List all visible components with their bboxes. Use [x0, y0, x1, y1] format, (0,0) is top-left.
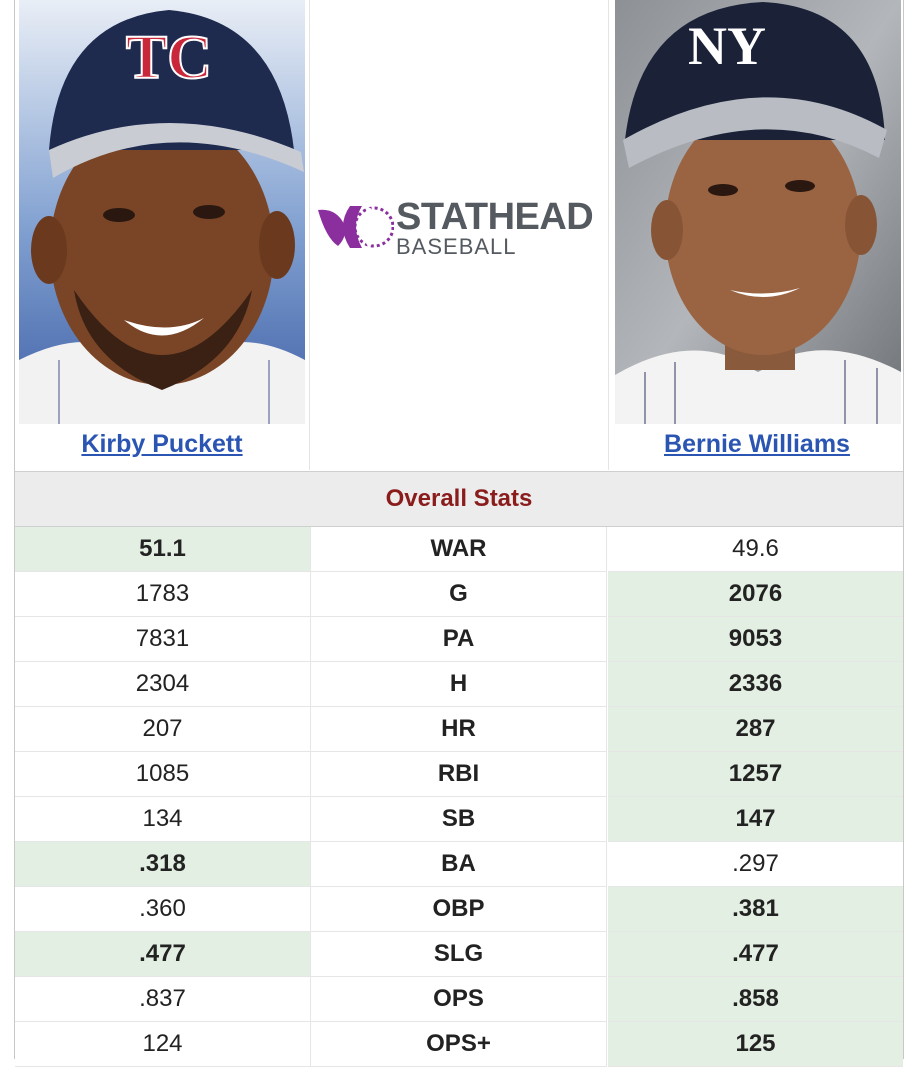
stat-value-left: 124: [15, 1022, 311, 1067]
player-photo-left: TC: [19, 0, 305, 424]
stat-value-right: .297: [608, 842, 903, 887]
stat-value-left: .477: [15, 932, 311, 977]
stat-value-left: 1085: [15, 752, 311, 797]
cap-logo-right: NY: [688, 16, 766, 76]
stats-row: .360 OBP .381: [15, 887, 903, 932]
section-title-overall-stats: Overall Stats: [15, 471, 903, 527]
player-link-right[interactable]: Bernie Williams: [664, 430, 850, 458]
stat-name: SB: [311, 797, 607, 842]
stats-row: 1783 G 2076: [15, 572, 903, 617]
stat-name: OPS: [311, 977, 607, 1022]
stat-value-left: 51.1: [15, 527, 311, 572]
stat-value-left: 134: [15, 797, 311, 842]
header-column-divider-right: [608, 0, 609, 470]
stats-row: 207 HR 287: [15, 707, 903, 752]
player-link-left[interactable]: Kirby Puckett: [81, 430, 243, 458]
stat-value-left: 1783: [15, 572, 311, 617]
stat-value-right: 147: [608, 797, 903, 842]
stats-row: .318 BA .297: [15, 842, 903, 887]
stats-row: 1085 RBI 1257: [15, 752, 903, 797]
stat-value-right: 2076: [608, 572, 903, 617]
stats-row: .477 SLG .477: [15, 932, 903, 977]
stat-value-left: .318: [15, 842, 311, 887]
stat-value-right: 287: [608, 707, 903, 752]
frame-right-border: [903, 0, 904, 1059]
stat-name: OBP: [311, 887, 607, 932]
player-card-right: NY Bernie Williams: [611, 0, 903, 470]
cap-logo-left: TC: [126, 24, 212, 92]
stathead-logo: STATHEAD BASEBALL: [314, 196, 606, 260]
stat-value-right: 9053: [608, 617, 903, 662]
player-card-left: TC Kirby Puckett: [15, 0, 309, 470]
stat-value-left: .837: [15, 977, 311, 1022]
stats-row: 124 OPS+ 125: [15, 1022, 903, 1067]
stat-value-right: 49.6: [608, 527, 903, 572]
stats-row: 51.1 WAR 49.6: [15, 527, 903, 572]
stat-name: BA: [311, 842, 607, 887]
stat-value-right: .858: [608, 977, 903, 1022]
frame-left-border: [14, 0, 15, 1059]
stat-name: H: [311, 662, 607, 707]
stat-value-left: .360: [15, 887, 311, 932]
stat-value-right: .477: [608, 932, 903, 977]
stat-name: RBI: [311, 752, 607, 797]
stat-name: WAR: [311, 527, 607, 572]
stat-name: OPS+: [311, 1022, 607, 1067]
stat-name: PA: [311, 617, 607, 662]
stat-value-left: 7831: [15, 617, 311, 662]
stat-value-right: .381: [608, 887, 903, 932]
header-column-divider-left: [309, 0, 310, 470]
stat-name: HR: [311, 707, 607, 752]
logo-text-baseball: BASEBALL: [396, 234, 517, 259]
stat-name: G: [311, 572, 607, 617]
stat-value-right: 125: [608, 1022, 903, 1067]
stats-row: .837 OPS .858: [15, 977, 903, 1022]
stat-value-left: 2304: [15, 662, 311, 707]
logo-text-stathead: STATHEAD: [396, 196, 594, 238]
stat-value-left: 207: [15, 707, 311, 752]
stat-value-right: 1257: [608, 752, 903, 797]
stats-row: 7831 PA 9053: [15, 617, 903, 662]
player-photo-right: NY: [615, 0, 901, 424]
stats-table: 51.1 WAR 49.6 1783 G 2076 7831 PA 9053 2304 H 2336 2…: [15, 527, 903, 1067]
stat-name: SLG: [311, 932, 607, 977]
stathead-icon: [318, 206, 394, 248]
stats-row: 2304 H 2336: [15, 662, 903, 707]
stats-row: 134 SB 147: [15, 797, 903, 842]
stat-value-right: 2336: [608, 662, 903, 707]
